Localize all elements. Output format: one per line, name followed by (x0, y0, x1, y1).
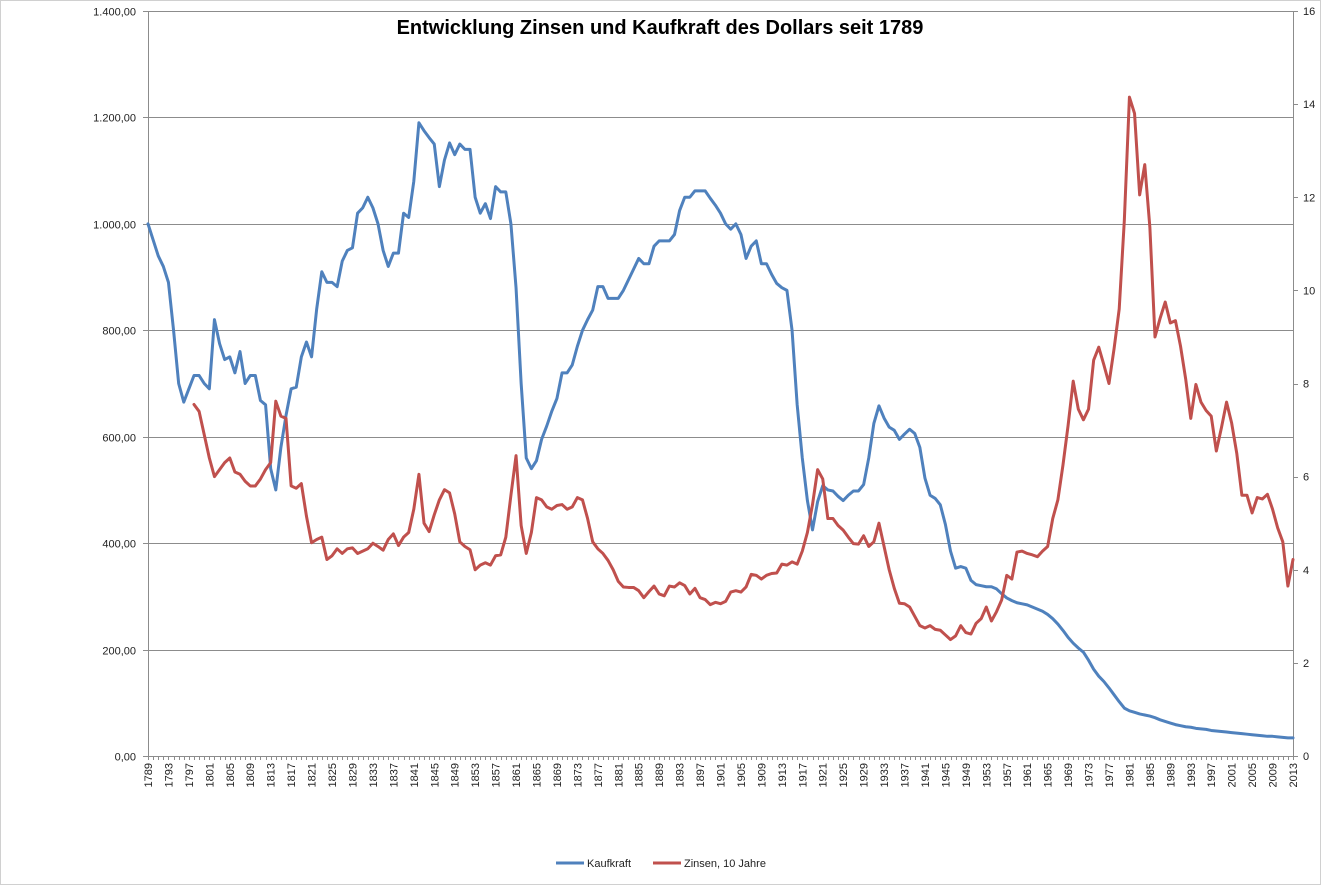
x-tick-label: 1949 (961, 763, 973, 787)
x-tick-label: 1857 (491, 763, 503, 787)
x-tick-label: 1993 (1186, 763, 1198, 787)
x-tick-label: 1865 (531, 763, 543, 787)
y-left-tick-label: 400,00 (102, 539, 136, 551)
x-tick-label: 1841 (409, 763, 421, 787)
y-left-tick-label: 1.000,00 (93, 220, 136, 232)
y-left-tick-label: 1.200,00 (93, 113, 136, 125)
y-right-tick-label: 10 (1303, 285, 1315, 297)
x-tick-label: 1837 (388, 763, 400, 787)
x-tick-label: 1845 (429, 763, 441, 787)
x-tick-label: 1937 (900, 763, 912, 787)
x-tick-label: 1881 (613, 763, 625, 787)
x-tick-label: 1969 (1063, 763, 1075, 787)
x-tick-label: 1877 (593, 763, 605, 787)
x-tick-label: 2005 (1247, 763, 1259, 787)
x-tick-label: 1897 (695, 763, 707, 787)
x-tick-label: 1829 (347, 763, 359, 787)
x-tick-label: 1893 (675, 763, 687, 787)
x-tick-label: 1941 (920, 763, 932, 787)
axes: 0,00 200,00 400,00 600,00 800,00 1.000,00 1.20… (93, 6, 1315, 787)
y-right-tick-label: 8 (1303, 379, 1309, 391)
x-tick-label: 1805 (225, 763, 237, 787)
x-tick-label: 1813 (266, 763, 278, 787)
x-tick-label: 1977 (1104, 763, 1116, 787)
x-tick-label: 1789 (143, 763, 155, 787)
y-right-tick-label: 16 (1303, 6, 1315, 18)
x-tick-label: 1793 (163, 763, 175, 787)
x-tick-label: 2013 (1288, 763, 1300, 787)
y-right-tick-label: 4 (1303, 565, 1309, 577)
x-tick-label: 1901 (716, 763, 728, 787)
legend-label: Kaufkraft (587, 858, 631, 870)
x-tick-label: 1989 (1165, 763, 1177, 787)
y-right-tick-label: 6 (1303, 472, 1309, 484)
x-tick-label: 1885 (634, 763, 646, 787)
x-tick-label: 1913 (777, 763, 789, 787)
chart-title: Entwicklung Zinsen und Kaufkraft des Dol… (397, 17, 924, 39)
x-tick-label: 1869 (552, 763, 564, 787)
y-left-tick-label: 600,00 (102, 433, 136, 445)
y-right-tick-label: 14 (1303, 99, 1315, 111)
x-tick-label: 2001 (1227, 763, 1239, 787)
x-tick-label: 1961 (1022, 763, 1034, 787)
x-tick-label: 1821 (307, 763, 319, 787)
x-tick-label: 1801 (204, 763, 216, 787)
y-left-tick-label: 0,00 (115, 752, 136, 764)
y-left-tick-label: 200,00 (102, 646, 136, 658)
x-tick-label: 1917 (797, 763, 809, 787)
x-tick-label: 1797 (184, 763, 196, 787)
x-tick-label: 1925 (838, 763, 850, 787)
y-left-tick-label: 1.400,00 (93, 7, 136, 19)
x-tick-label: 1981 (1124, 763, 1136, 787)
series-line-kaufkraft (146, 121, 1295, 740)
x-tick-label: 1817 (286, 763, 298, 787)
x-tick-label: 1873 (572, 763, 584, 787)
x-tick-label: 1957 (1002, 763, 1014, 787)
x-tick-label: 1929 (859, 763, 871, 787)
legend-label: Zinsen, 10 Jahre (684, 858, 766, 870)
x-tick-label: 1849 (450, 763, 462, 787)
y-right-tick-label: 2 (1303, 658, 1309, 670)
x-tick-label: 1889 (654, 763, 666, 787)
x-tick-label: 1921 (818, 763, 830, 787)
y-right-tick-label: 0 (1303, 751, 1309, 763)
series-lines (146, 95, 1295, 740)
x-tick-label: 1809 (245, 763, 257, 787)
x-tick-label: 1905 (736, 763, 748, 787)
x-tick-label: 2009 (1268, 763, 1280, 787)
y-left-tick-label: 800,00 (102, 326, 136, 338)
x-tick-label: 1825 (327, 763, 339, 787)
x-tick-label: 1909 (756, 763, 768, 787)
legend: Kaufkraft Zinsen, 10 Jahre (556, 858, 766, 870)
x-tick-label: 1945 (940, 763, 952, 787)
x-tick-label: 1861 (511, 763, 523, 787)
x-tick-label: 1997 (1206, 763, 1218, 787)
gridlines (148, 11, 1293, 651)
y-right-tick-label: 12 (1303, 192, 1315, 204)
x-tick-label: 1853 (470, 763, 482, 787)
x-tick-label: 1833 (368, 763, 380, 787)
x-tick-label: 1985 (1145, 763, 1157, 787)
x-tick-label: 1973 (1084, 763, 1096, 787)
x-tick-label: 1953 (981, 763, 993, 787)
x-tick-label: 1965 (1043, 763, 1055, 787)
series-line-zinsen (192, 95, 1295, 642)
x-tick-label: 1933 (879, 763, 891, 787)
